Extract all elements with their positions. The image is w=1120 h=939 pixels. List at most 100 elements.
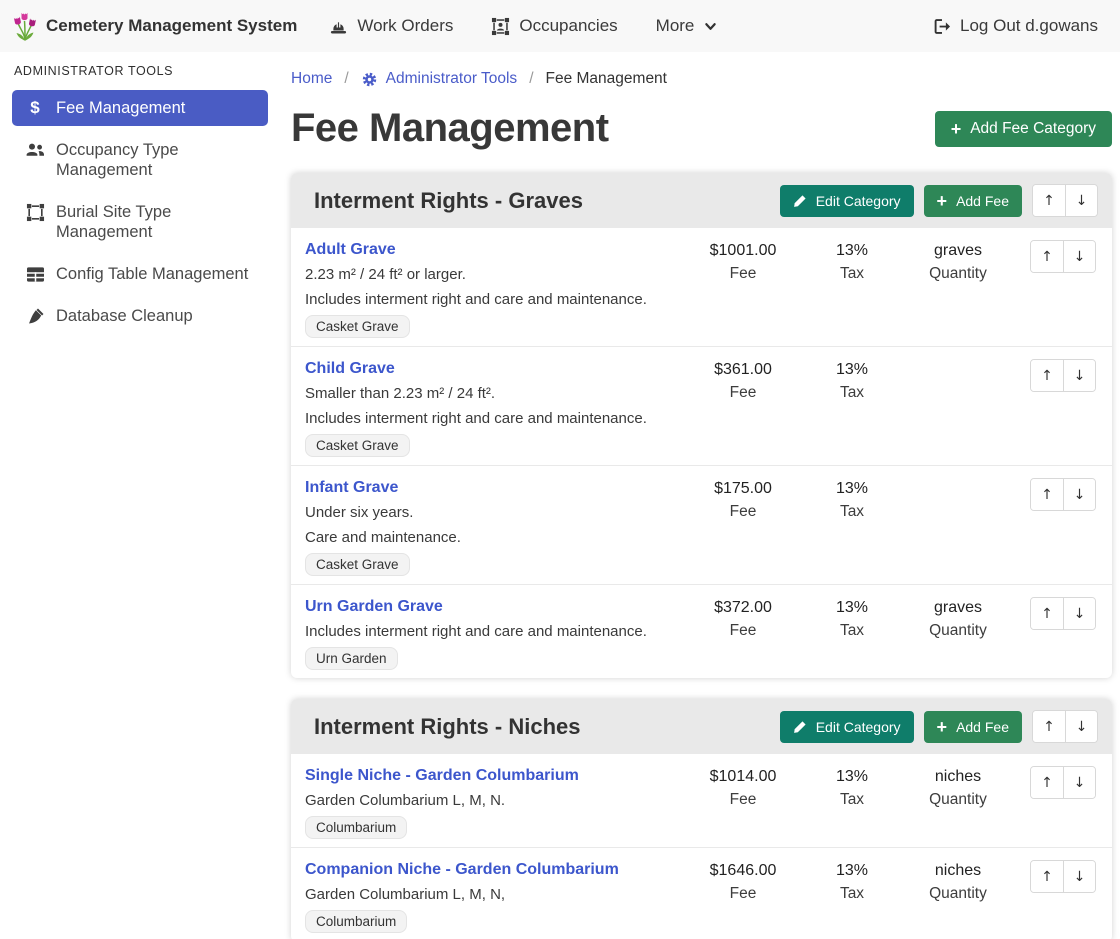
dollar-icon: $ [30, 98, 40, 117]
move-fee-up-button[interactable]: ↑ [1031, 360, 1063, 391]
move-fee-up-button[interactable]: ↑ [1031, 479, 1063, 510]
fee-tax-label: Tax [839, 503, 865, 520]
move-category-down-button[interactable]: ↓ [1065, 711, 1097, 742]
fee-descriptions: Garden Columbarium L, M, N. [305, 791, 684, 811]
fee-amount: $1001.00 [709, 242, 777, 259]
fee-category-card: Interment Rights - Niches Edit Category … [291, 699, 1112, 939]
fee-quantity: niches [934, 768, 982, 785]
sidebar-item-label: Burial Site Type Management [56, 203, 172, 241]
fee-reorder-group: ↑ ↓ [1030, 240, 1096, 273]
fee-quantity: graves [933, 242, 983, 259]
add-fee-label: Add Fee [956, 718, 1009, 735]
nav-occupancies[interactable]: Occupancies [491, 16, 618, 36]
category-body: Single Niche - Garden Columbarium Garden… [291, 754, 1112, 939]
category-body: Adult Grave 2.23 m² / 24 ft² or larger. I… [291, 228, 1112, 678]
hard-hat-icon [329, 17, 348, 36]
move-fee-down-button[interactable]: ↓ [1063, 598, 1095, 629]
fee-amount-label: Fee [729, 384, 757, 401]
fee-name-link[interactable]: Urn Garden Grave [305, 598, 443, 615]
fee-tax: 13% [835, 599, 869, 616]
occupancy-frame-icon [491, 17, 510, 36]
move-fee-down-button[interactable]: ↓ [1063, 241, 1095, 272]
fee-name-link[interactable]: Infant Grave [305, 479, 399, 496]
fee-amount: $361.00 [714, 361, 772, 378]
move-fee-down-button[interactable]: ↓ [1063, 861, 1095, 892]
fee-amount-label: Fee [729, 791, 757, 808]
move-category-up-button[interactable]: ↑ [1033, 185, 1065, 216]
fee-name-link[interactable]: Child Grave [305, 360, 395, 377]
sidebar: ADMINISTRATOR TOOLS $ Fee Management Occ… [0, 52, 280, 340]
fee-descriptions: Garden Columbarium L, M, N, [305, 885, 684, 905]
add-fee-label: Add Fee [956, 192, 1009, 209]
fee-description: 2.23 m² / 24 ft² or larger. [305, 266, 466, 283]
table-icon [24, 264, 46, 284]
broom-icon [24, 306, 46, 326]
fee-descriptions: Under six years. Care and maintenance. [305, 503, 684, 548]
logout-button[interactable]: Log Out d.gowans [932, 16, 1098, 36]
fee-description: Garden Columbarium L, M, N, [305, 886, 506, 903]
category-header: Interment Rights - Niches Edit Category … [291, 699, 1112, 754]
fee-row: Adult Grave 2.23 m² / 24 ft² or larger. I… [291, 228, 1112, 347]
fee-reorder-group: ↑ ↓ [1030, 359, 1096, 392]
nav-occupancies-label: Occupancies [519, 16, 618, 35]
fee-quantity: graves [933, 599, 983, 616]
fee-type-badge: Urn Garden [305, 647, 398, 670]
main-content: Home / Administrator Tools / Fee Managem… [280, 52, 1120, 939]
edit-category-button[interactable]: Edit Category [779, 184, 914, 217]
fee-type-badge: Casket Grave [305, 315, 410, 338]
site-frame-icon [24, 202, 46, 222]
fee-tax-label: Tax [839, 384, 865, 401]
category-reorder-group: ↑ ↓ [1032, 710, 1098, 743]
sidebar-item-burial-site-type[interactable]: Burial Site Type Management [12, 194, 268, 250]
add-fee-button[interactable]: + Add Fee [923, 710, 1022, 743]
pencil-icon [793, 194, 807, 208]
add-fee-button[interactable]: + Add Fee [923, 184, 1022, 217]
fee-name-link[interactable]: Companion Niche - Garden Columbarium [305, 861, 619, 878]
nav-work-orders-label: Work Orders [357, 16, 454, 35]
breadcrumb-admin-tools-link[interactable]: Administrator Tools [361, 70, 517, 88]
top-navbar: Cemetery Management System Work Orders [0, 0, 1120, 52]
fee-quantity-label: Quantity [929, 791, 987, 808]
fee-type-badge: Columbarium [305, 816, 408, 839]
move-fee-up-button[interactable]: ↑ [1031, 767, 1063, 798]
fee-type-badge: Casket Grave [305, 434, 410, 457]
fee-amount: $1646.00 [709, 862, 777, 879]
move-fee-up-button[interactable]: ↑ [1031, 598, 1063, 629]
fee-tax: 13% [835, 862, 869, 879]
move-fee-down-button[interactable]: ↓ [1063, 479, 1095, 510]
sidebar-item-database-cleanup[interactable]: Database Cleanup [12, 298, 268, 334]
move-category-up-button[interactable]: ↑ [1033, 711, 1065, 742]
brand[interactable]: Cemetery Management System [12, 10, 297, 42]
fee-reorder-group: ↑ ↓ [1030, 597, 1096, 630]
fee-description: Includes interment right and care and ma… [305, 291, 647, 308]
fee-row: Single Niche - Garden Columbarium Garden… [291, 754, 1112, 848]
fee-tax: 13% [835, 242, 869, 259]
move-fee-down-button[interactable]: ↓ [1063, 767, 1095, 798]
logout-label: Log Out d.gowans [960, 16, 1098, 35]
fee-descriptions: Includes interment right and care and ma… [305, 622, 684, 642]
fee-quantity-label: Quantity [929, 265, 987, 282]
fee-quantity-label: Quantity [929, 885, 987, 902]
move-fee-up-button[interactable]: ↑ [1031, 241, 1063, 272]
sidebar-item-label: Fee Management [56, 99, 186, 117]
edit-category-label: Edit Category [815, 192, 901, 209]
breadcrumb-separator: / [344, 70, 349, 87]
move-fee-down-button[interactable]: ↓ [1063, 360, 1095, 391]
sidebar-item-config-table[interactable]: Config Table Management [12, 256, 268, 292]
fee-name-link[interactable]: Single Niche - Garden Columbarium [305, 767, 579, 784]
add-fee-category-button[interactable]: + Add Fee Category [934, 110, 1112, 147]
app-title: Cemetery Management System [46, 16, 298, 35]
sidebar-item-fee-management[interactable]: $ Fee Management [12, 90, 268, 126]
fee-tax: 13% [835, 480, 869, 497]
plus-icon: + [950, 118, 962, 139]
nav-more[interactable]: More [656, 16, 719, 36]
fee-row: Child Grave Smaller than 2.23 m² / 24 ft… [291, 347, 1112, 466]
fee-name-link[interactable]: Adult Grave [305, 241, 396, 258]
sidebar-item-occupancy-type[interactable]: Occupancy Type Management [12, 132, 268, 188]
edit-category-button[interactable]: Edit Category [779, 710, 914, 743]
move-category-down-button[interactable]: ↓ [1065, 185, 1097, 216]
move-fee-up-button[interactable]: ↑ [1031, 861, 1063, 892]
breadcrumb-home-link[interactable]: Home [291, 70, 333, 87]
nav-work-orders[interactable]: Work Orders [329, 16, 453, 36]
people-icon [24, 140, 46, 160]
